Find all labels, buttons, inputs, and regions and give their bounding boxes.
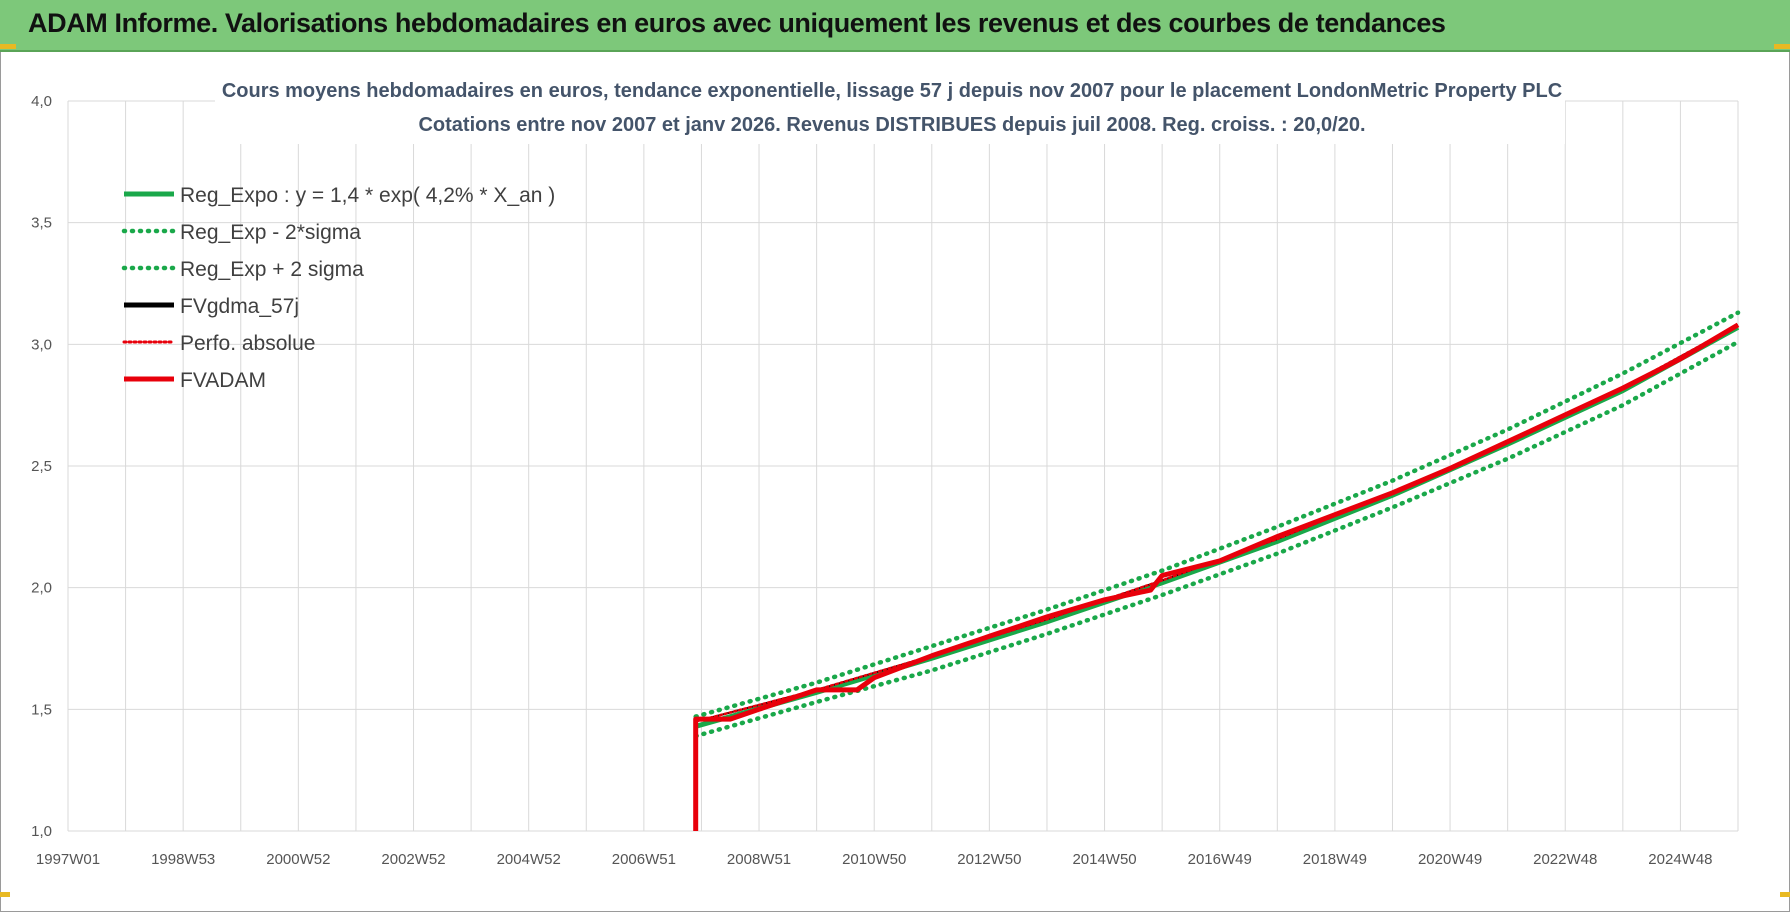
- x-tick-label: 1998W53: [151, 851, 215, 868]
- legend-label: Perfo. absolue: [180, 332, 315, 355]
- x-tick-label: 2020W49: [1418, 851, 1482, 868]
- legend: Reg_Expo : y = 1,4 * exp( 4,2% * X_an ) R…: [121, 184, 555, 392]
- series-line: [695, 324, 1739, 723]
- chart-title-bg: [215, 72, 1565, 144]
- x-tick-label: 2000W52: [266, 851, 330, 868]
- corner-marker-tl: [0, 44, 16, 49]
- y-tick-label: 1,0: [31, 823, 52, 840]
- y-tick-label: 4,0: [31, 93, 52, 110]
- chart-title-line-2: Cotations entre nov 2007 et janv 2026. R…: [418, 114, 1365, 136]
- corner-marker-bl: [0, 892, 10, 897]
- y-tick-label: 3,5: [31, 215, 52, 232]
- x-tick-label: 2016W49: [1188, 851, 1252, 868]
- x-tick-label: 1997W01: [36, 851, 100, 868]
- series-line: [694, 323, 1740, 723]
- tick-labels: 1,0 1,5 2,0 2,5 3,0 3,5 4,0 1997W01 1998W53 2000W…: [31, 93, 1712, 868]
- x-tick-label: 2008W51: [727, 851, 791, 868]
- chart-title: Cours moyens hebdomadaires en euros, ten…: [215, 72, 1565, 144]
- report-title: ADAM Informe. Valorisations hebdomadaire…: [28, 8, 1446, 38]
- legend-label: Reg_Expo : y = 1,4 * exp( 4,2% * X_an ): [180, 184, 555, 207]
- chart-title-line-1: Cours moyens hebdomadaires en euros, ten…: [222, 80, 1562, 102]
- legend-label: Reg_Exp - 2*sigma: [180, 221, 361, 244]
- y-tick-label: 2,5: [31, 458, 52, 475]
- grid: [67, 100, 1739, 832]
- series-line: [695, 325, 1740, 729]
- x-tick-label: 2012W50: [957, 851, 1021, 868]
- x-tick-label: 2010W50: [842, 851, 906, 868]
- y-tick-label: 1,5: [31, 701, 52, 718]
- x-tick-label: 2014W50: [1072, 851, 1136, 868]
- legend-label: FVADAM: [180, 369, 266, 392]
- series-line: [693, 310, 1741, 719]
- series: [693, 310, 1741, 831]
- x-tick-label: 2004W52: [497, 851, 561, 868]
- legend-label: FVgdma_57j: [180, 295, 299, 318]
- y-tick-label: 2,0: [31, 580, 52, 597]
- x-tick-label: 2018W49: [1303, 851, 1367, 868]
- corner-marker-tr: [1774, 44, 1790, 49]
- y-tick-label: 3,0: [31, 336, 52, 353]
- report-banner: ADAM Informe. Valorisations hebdomadaire…: [0, 0, 1790, 52]
- x-tick-label: 2022W48: [1533, 851, 1597, 868]
- x-tick-label: 2002W52: [381, 851, 445, 868]
- corner-marker-br: [1780, 892, 1790, 897]
- legend-label: Reg_Exp + 2 sigma: [180, 258, 364, 281]
- series-line: [693, 322, 1740, 831]
- series-line: [693, 339, 1741, 739]
- x-tick-label: 2024W48: [1648, 851, 1712, 868]
- x-tick-label: 2006W51: [612, 851, 676, 868]
